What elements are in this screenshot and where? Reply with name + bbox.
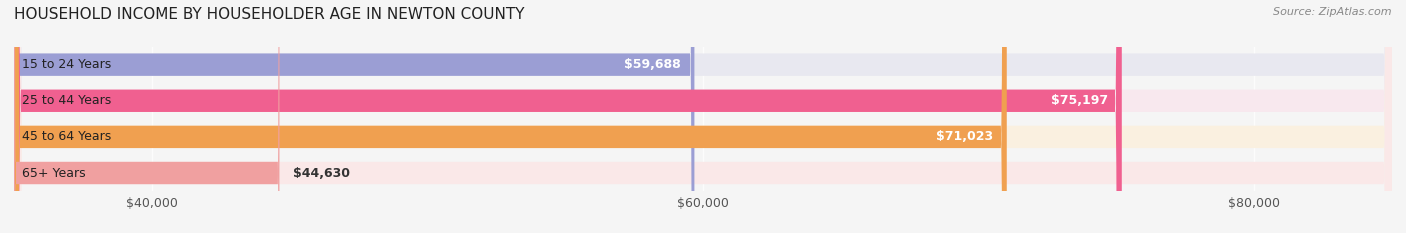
FancyBboxPatch shape — [14, 0, 1392, 233]
Text: $59,688: $59,688 — [624, 58, 681, 71]
Text: $71,023: $71,023 — [936, 130, 993, 143]
FancyBboxPatch shape — [14, 0, 1392, 233]
Text: HOUSEHOLD INCOME BY HOUSEHOLDER AGE IN NEWTON COUNTY: HOUSEHOLD INCOME BY HOUSEHOLDER AGE IN N… — [14, 7, 524, 22]
Text: 15 to 24 Years: 15 to 24 Years — [22, 58, 111, 71]
FancyBboxPatch shape — [14, 0, 280, 233]
Text: 65+ Years: 65+ Years — [22, 167, 86, 179]
Text: Source: ZipAtlas.com: Source: ZipAtlas.com — [1274, 7, 1392, 17]
FancyBboxPatch shape — [14, 0, 1392, 233]
Text: 25 to 44 Years: 25 to 44 Years — [22, 94, 111, 107]
FancyBboxPatch shape — [14, 0, 1007, 233]
FancyBboxPatch shape — [14, 0, 695, 233]
Text: 45 to 64 Years: 45 to 64 Years — [22, 130, 111, 143]
Text: $44,630: $44,630 — [294, 167, 350, 179]
Text: $75,197: $75,197 — [1050, 94, 1108, 107]
FancyBboxPatch shape — [14, 0, 1122, 233]
FancyBboxPatch shape — [14, 0, 1392, 233]
